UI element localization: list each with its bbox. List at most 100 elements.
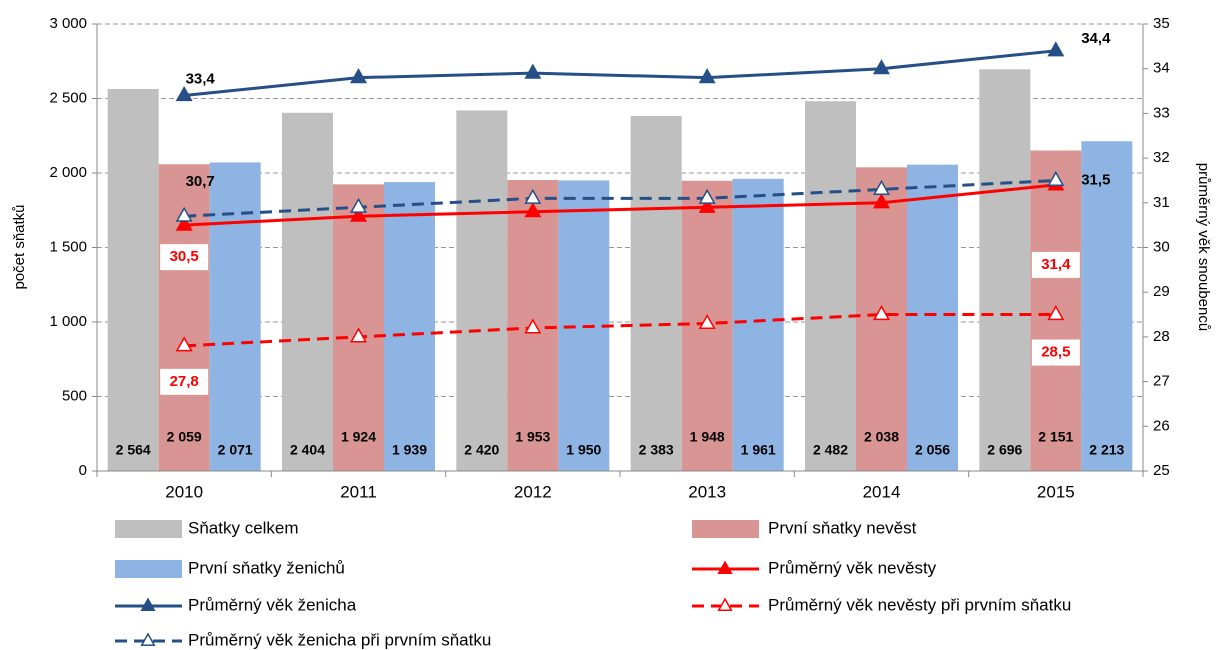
y-tick-label: 1 500: [49, 238, 87, 255]
line-marker: [524, 202, 542, 218]
line: [184, 49, 1056, 98]
bar: [282, 112, 333, 471]
label-box: [160, 244, 209, 271]
x-tick-label: 2015: [1037, 482, 1075, 501]
label-box: [1031, 339, 1080, 366]
y-tick-label: 500: [62, 387, 87, 404]
bar: [630, 115, 682, 472]
bar-value-label: 2 420: [464, 442, 499, 458]
y2-tick-label: 34: [1153, 60, 1170, 77]
line-marker: [873, 305, 890, 321]
legend-label: První sňatky ženichů: [188, 558, 345, 577]
line-marker: [698, 313, 716, 330]
bar-value-label: 1 950: [566, 442, 601, 458]
line-marker: [524, 318, 542, 334]
line: [184, 183, 1056, 227]
bar-value-label: 2 059: [167, 429, 202, 445]
bar: [907, 164, 958, 471]
line-value-label: 30,5: [170, 248, 199, 265]
x-tick-label: 2010: [165, 482, 203, 501]
legend-swatch: [115, 520, 182, 538]
label-box: [1031, 251, 1080, 278]
bar-value-label: 2 213: [1089, 442, 1124, 458]
y2-tick-label: 30: [1153, 238, 1170, 255]
bar-value-label: 2 383: [639, 442, 674, 458]
legend-marker: [140, 597, 156, 611]
bar-value-label: 2 151: [1038, 429, 1073, 445]
line-value-label: 27,8: [170, 373, 199, 390]
bar-value-label: 2 696: [987, 442, 1022, 458]
line-marker: [873, 59, 890, 75]
line-value-label: 33,4: [186, 70, 216, 87]
y2-tick-label: 26: [1153, 417, 1170, 434]
bar-value-label: 2 404: [290, 442, 325, 458]
bar-value-label: 2 564: [116, 442, 151, 458]
y2-tick-label: 32: [1153, 149, 1170, 166]
bar-value-label: 2 482: [813, 442, 848, 458]
y2-tick-label: 33: [1153, 104, 1170, 121]
y-axis-label: počet sňatků: [11, 204, 28, 289]
y2-tick-label: 35: [1153, 15, 1170, 32]
line-marker: [175, 206, 193, 222]
legend-label: Průměrný věk nevěsty při prvním sňatku: [768, 595, 1071, 614]
bar-value-label: 1 953: [515, 429, 550, 445]
y-tick-label: 0: [79, 462, 87, 479]
line: [184, 313, 1056, 348]
line-marker: [350, 68, 367, 84]
y2-axis-label: průměrný věk snoubenců: [1195, 163, 1212, 331]
line-marker: [524, 63, 542, 79]
bar-value-label: 2 038: [864, 429, 899, 445]
y-tick-label: 2 500: [49, 89, 87, 106]
line-marker: [873, 179, 890, 195]
bar: [1081, 141, 1133, 471]
line-marker: [350, 327, 367, 343]
bar: [209, 162, 261, 471]
legend-label: Průměrný věk ženicha při prvním sňatku: [188, 630, 491, 649]
legend-label: Průměrný věk ženicha: [188, 595, 357, 614]
bar: [456, 110, 508, 472]
bar: [805, 101, 856, 471]
line: [184, 178, 1056, 218]
bar-value-label: 2 056: [915, 442, 950, 458]
bar: [384, 182, 435, 472]
legend-swatch: [115, 560, 182, 578]
y-tick-label: 1 000: [49, 313, 87, 330]
line-marker: [175, 336, 193, 352]
y2-tick-label: 25: [1153, 462, 1170, 479]
x-tick-label: 2013: [688, 482, 726, 501]
bar-value-label: 1 948: [690, 429, 725, 445]
bar-value-label: 1 924: [341, 429, 376, 445]
x-tick-label: 2011: [340, 482, 377, 501]
line-marker: [698, 68, 716, 84]
y2-tick-label: 31: [1153, 194, 1170, 211]
bar-value-label: 1 961: [741, 442, 776, 458]
line-marker: [1047, 41, 1065, 57]
line-value-label: 31,5: [1081, 171, 1110, 188]
bar: [107, 88, 159, 472]
legend-label: První sňatky nevěst: [768, 518, 917, 537]
legend-label: Průměrný věk nevěsty: [768, 558, 937, 577]
line-marker: [524, 188, 542, 204]
x-tick-label: 2012: [514, 482, 552, 501]
y-tick-label: 3 000: [49, 15, 87, 32]
y2-tick-label: 27: [1153, 373, 1170, 390]
legend-marker: [717, 597, 733, 611]
legend-label: Sňatky celkem: [188, 518, 299, 537]
y-tick-label: 2 000: [49, 164, 87, 181]
line-marker: [175, 215, 193, 231]
line-value-label: 31,4: [1041, 256, 1071, 273]
line-marker: [350, 206, 367, 222]
legend-swatch: [692, 520, 759, 538]
bar: [732, 178, 784, 471]
line-marker: [1047, 305, 1065, 321]
label-box: [160, 368, 209, 395]
legend-marker: [140, 632, 156, 646]
line-marker: [350, 197, 367, 213]
line-value-label: 34,4: [1081, 30, 1111, 47]
line-marker: [1047, 170, 1065, 186]
y2-tick-label: 28: [1153, 328, 1170, 345]
bar: [979, 69, 1031, 472]
line-value-label: 30,7: [186, 173, 215, 190]
y2-tick-label: 29: [1153, 283, 1170, 300]
